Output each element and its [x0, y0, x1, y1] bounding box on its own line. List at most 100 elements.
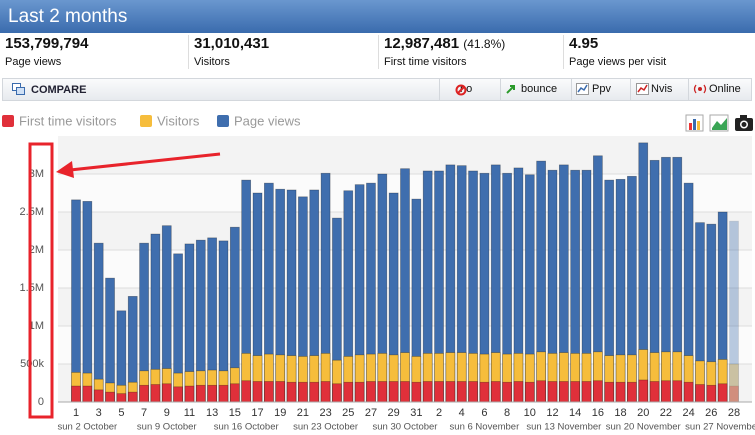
- bar: [456, 381, 467, 403]
- x-tick-label: 9: [164, 407, 170, 419]
- stat-value: 153,799,794: [5, 35, 89, 52]
- no-icon: [455, 84, 467, 96]
- icon-part: [712, 118, 727, 130]
- stat: 4.95 Page views per visit: [563, 35, 666, 69]
- stat-label: First time visitors: [384, 56, 467, 68]
- bar: [127, 391, 138, 403]
- week-label: sun 9 October: [137, 422, 197, 433]
- week-label: sun 13 November: [526, 422, 601, 433]
- x-tick-label: 13: [206, 407, 218, 419]
- x-tick-label: 16: [592, 407, 604, 419]
- x-tick-label: 3: [96, 407, 102, 419]
- legend-swatch: [217, 115, 229, 127]
- y-tick-label: 500k: [20, 358, 44, 370]
- bar: [468, 381, 478, 403]
- button-ppv[interactable]: Ppv: [571, 79, 626, 100]
- x-tick-label: 17: [251, 407, 263, 419]
- bar: [706, 384, 717, 403]
- x-tick-label: 18: [614, 407, 626, 419]
- ppv-icon: [576, 83, 589, 95]
- icon-part: [697, 121, 700, 130]
- bar: [93, 389, 104, 403]
- x-tick-label: 21: [297, 407, 309, 419]
- bar: [150, 384, 161, 403]
- y-tick-label: 3M: [29, 168, 44, 180]
- bar: [320, 381, 331, 403]
- legend-swatch: [2, 115, 14, 127]
- bar: [547, 381, 558, 403]
- week-label: sun 2 October: [58, 422, 118, 433]
- stat-value: 4.95: [569, 35, 599, 52]
- bar: [71, 385, 81, 403]
- stat-value: 31,010,431: [194, 35, 270, 52]
- x-tick-label: 31: [410, 407, 422, 419]
- bar: [400, 381, 410, 403]
- bar: [558, 381, 569, 403]
- bar: [445, 381, 456, 403]
- stat-label: Page views per visit: [569, 56, 667, 68]
- bar: [593, 380, 603, 403]
- bar: [604, 381, 615, 403]
- x-tick-label: 20: [637, 407, 649, 419]
- week-label: sun 30 October: [373, 422, 438, 433]
- x-tick-label: 10: [524, 407, 536, 419]
- legend-label: First time visitors: [19, 113, 117, 128]
- bar: [717, 383, 728, 403]
- stat: 12,987,481 (41.8%) First time visitors: [378, 35, 505, 69]
- bar: [309, 381, 320, 403]
- header-title: Last 2 months: [0, 0, 755, 33]
- week-label: sun 6 November: [450, 422, 520, 433]
- x-tick-label: 4: [459, 407, 465, 419]
- bar: [502, 381, 512, 403]
- bar: [229, 383, 240, 403]
- bar: [116, 393, 127, 403]
- x-tick-label: 28: [728, 407, 740, 419]
- bounce-icon: [506, 85, 515, 94]
- legend-label: Page views: [234, 113, 301, 128]
- compare-button[interactable]: COMPARE: [31, 84, 87, 96]
- bar: [218, 384, 229, 403]
- stat-value: 12,987,481: [384, 35, 460, 52]
- bar: [82, 385, 93, 403]
- y-tick-label: 2M: [29, 244, 44, 256]
- bar: [286, 381, 297, 403]
- x-tick-label: 6: [481, 407, 487, 419]
- bar: [695, 384, 705, 403]
- bar: [615, 381, 626, 403]
- x-tick-label: 27: [365, 407, 377, 419]
- bar: [71, 199, 81, 403]
- button-nvis[interactable]: Nvis: [630, 79, 681, 100]
- y-tick-label: 1.5M: [20, 282, 44, 294]
- online-icon: [693, 84, 707, 94]
- bar: [524, 381, 535, 403]
- bar: [422, 381, 433, 403]
- bar: [638, 379, 649, 403]
- bar: [332, 383, 342, 403]
- bar: [195, 384, 206, 403]
- button-online[interactable]: Online: [688, 79, 749, 100]
- y-tick-label: 0: [38, 396, 44, 408]
- week-label: sun 23 October: [293, 422, 358, 433]
- x-tick-label: 14: [569, 407, 581, 419]
- bar: [490, 381, 501, 403]
- stat-label: Page views: [5, 56, 62, 68]
- bar: [434, 381, 444, 403]
- x-tick-label: 22: [660, 407, 672, 419]
- y-tick-label: 1M: [29, 320, 44, 332]
- stat-label: Visitors: [194, 56, 230, 68]
- compare-icon: [12, 83, 25, 95]
- x-tick-label: 12: [546, 407, 558, 419]
- stat: 153,799,794 Page views: [0, 35, 88, 69]
- bar: [377, 381, 388, 403]
- bar: [252, 381, 263, 403]
- button-bounce[interactable]: bounce: [500, 79, 562, 100]
- x-tick-label: 19: [274, 407, 286, 419]
- x-tick-label: 26: [705, 407, 717, 419]
- week-label: sun 16 October: [214, 422, 279, 433]
- x-tick-label: 15: [229, 407, 241, 419]
- bar: [343, 381, 354, 403]
- bar: [354, 381, 365, 403]
- x-tick-label: 1: [73, 407, 79, 419]
- x-tick-label: 24: [682, 407, 694, 419]
- bar: [93, 242, 104, 403]
